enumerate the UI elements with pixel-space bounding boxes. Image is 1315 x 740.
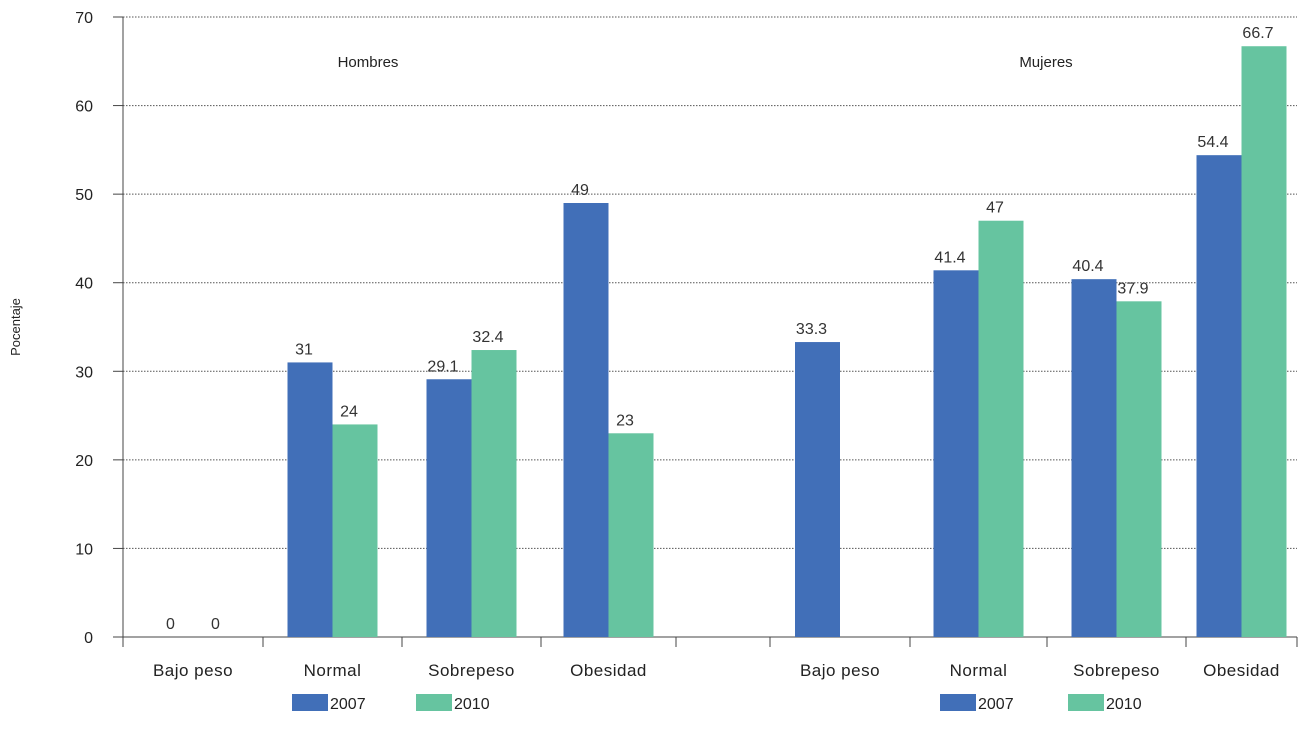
bar-2010 [978,220,1024,637]
legend-label: 2010 [454,696,490,713]
bar-2007 [563,203,609,637]
data-label: 0 [211,616,220,633]
legend: 2007 2010 2007 2010 [292,694,1142,713]
bar-2007 [1196,155,1242,637]
data-label: 23 [616,412,634,429]
data-label: 37.9 [1117,280,1148,297]
data-label: 66.7 [1242,25,1273,42]
bar-2007 [1071,279,1117,637]
labels: Hombres Bajo peso 0 0 Normal 31 24 Sobrepeso 29.… [153,25,1280,680]
legend-label: 2007 [330,696,366,713]
x-tick-label: Sobrepeso [1073,661,1160,680]
data-label: 29.1 [427,358,458,375]
bar-2010 [608,433,654,637]
data-label: 32.4 [472,329,503,346]
data-label: 0 [166,616,175,633]
y-axis-title: Pocentaje [8,298,23,356]
data-label: 24 [340,403,358,420]
legend-swatch-2007 [292,694,328,711]
data-label: 40.4 [1072,258,1103,275]
data-label: 49 [571,182,589,199]
x-tick-label: Normal [950,661,1008,680]
bar-2007 [426,379,472,637]
y-tick-label: 70 [75,10,93,27]
bar-2007 [287,362,333,637]
legend-swatch-2010 [1068,694,1104,711]
legend-label: 2007 [978,696,1014,713]
panel-title: Mujeres [1019,54,1072,71]
y-tick-label: 0 [84,630,93,647]
legend-swatch-2007 [940,694,976,711]
bar-2010 [1241,46,1287,637]
bars [287,46,1287,637]
data-label: 33.3 [796,321,827,338]
x-tick-label: Normal [304,661,362,680]
x-tick-label: Sobrepeso [428,661,515,680]
bar-2010 [332,424,378,637]
data-label: 54.4 [1197,134,1228,151]
bar-2010 [471,350,517,637]
legend-swatch-2010 [416,694,452,711]
data-label: 47 [986,200,1004,217]
y-tick-label: 40 [75,276,93,293]
panel-title: Hombres [338,54,399,71]
y-tick-label: 50 [75,187,93,204]
x-tick-label: Bajo peso [800,661,880,680]
y-tick-label: 20 [75,453,93,470]
data-label: 31 [295,341,313,358]
x-tick-label: Obesidad [1203,661,1280,680]
bar-2010 [1116,301,1162,637]
y-tick-label: 10 [75,541,93,558]
x-tick-label: Bajo peso [153,661,233,680]
y-tick-label: 30 [75,364,93,381]
legend-label: 2010 [1106,696,1142,713]
bar-2007 [933,270,979,637]
bar-2007 [795,342,840,637]
y-tick-label: 60 [75,99,93,116]
x-tick-label: Obesidad [570,661,647,680]
data-label: 41.4 [934,249,965,266]
